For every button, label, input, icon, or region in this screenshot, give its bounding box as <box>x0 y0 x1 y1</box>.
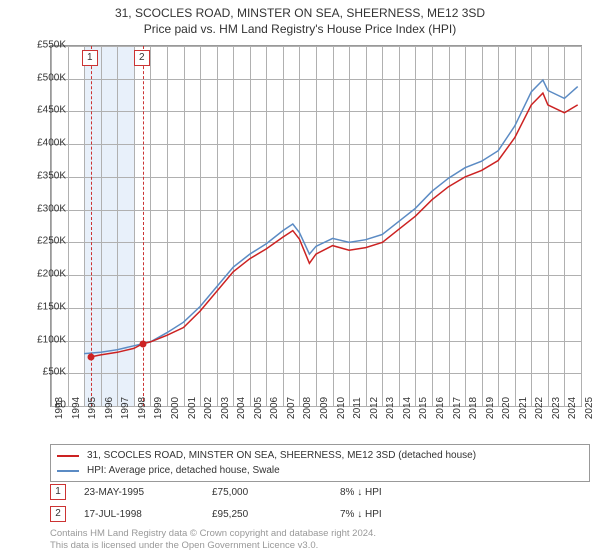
legend-row: 31, SCOCLES ROAD, MINSTER ON SEA, SHEERN… <box>57 448 583 463</box>
legend-label-series1: 31, SCOCLES ROAD, MINSTER ON SEA, SHEERN… <box>87 448 476 463</box>
x-tick-label: 2025 <box>584 397 595 419</box>
legend-swatch-series1 <box>57 455 79 457</box>
sale-delta: 7% ↓ HPI <box>340 509 450 520</box>
x-tick-label: 2001 <box>187 397 198 419</box>
sale-marker-2: 2 <box>50 506 66 522</box>
y-tick-label: £500K <box>22 72 66 83</box>
x-tick-label: 2005 <box>253 397 264 419</box>
x-tick-label: 2017 <box>452 397 463 419</box>
x-tick-label: 2013 <box>385 397 396 419</box>
sale-marker-line <box>143 46 144 406</box>
x-tick-label: 1995 <box>87 397 98 419</box>
x-tick-label: 2000 <box>170 397 181 419</box>
x-tick-label: 1996 <box>104 397 115 419</box>
x-tick-label: 2011 <box>352 397 363 419</box>
chart-title-line2: Price paid vs. HM Land Registry's House … <box>0 22 600 38</box>
x-tick-label: 2018 <box>468 397 479 419</box>
y-tick-label: £150K <box>22 301 66 312</box>
y-tick-label: £350K <box>22 170 66 181</box>
x-tick-label: 2002 <box>203 397 214 419</box>
legend-swatch-series2 <box>57 470 79 472</box>
y-tick-label: £250K <box>22 236 66 247</box>
y-tick-label: £50K <box>22 367 66 378</box>
sale-row: 1 23-MAY-1995 £75,000 8% ↓ HPI <box>50 484 580 500</box>
y-tick-label: £300K <box>22 203 66 214</box>
sale-marker-box: 2 <box>134 50 150 66</box>
y-tick-label: £200K <box>22 269 66 280</box>
x-tick-label: 2003 <box>220 397 231 419</box>
sale-delta: 8% ↓ HPI <box>340 487 450 498</box>
x-tick-label: 2012 <box>369 397 380 419</box>
attribution-line1: Contains HM Land Registry data © Crown c… <box>50 528 580 540</box>
chart-title-line1: 31, SCOCLES ROAD, MINSTER ON SEA, SHEERN… <box>0 6 600 22</box>
x-tick-label: 1998 <box>137 397 148 419</box>
sale-marker-line <box>91 46 92 406</box>
x-tick-label: 2024 <box>567 397 578 419</box>
x-tick-label: 1994 <box>71 397 82 419</box>
x-tick-label: 2004 <box>236 397 247 419</box>
x-tick-label: 2006 <box>269 397 280 419</box>
x-tick-label: 2009 <box>319 397 330 419</box>
gridline-v <box>581 46 582 406</box>
x-tick-label: 1997 <box>120 397 131 419</box>
sale-row: 2 17-JUL-1998 £95,250 7% ↓ HPI <box>50 506 580 522</box>
x-tick-label: 2016 <box>435 397 446 419</box>
y-tick-label: £100K <box>22 334 66 345</box>
x-tick-label: 2019 <box>485 397 496 419</box>
chart-legend: 31, SCOCLES ROAD, MINSTER ON SEA, SHEERN… <box>50 444 590 482</box>
x-tick-label: 1993 <box>54 397 65 419</box>
sale-date: 23-MAY-1995 <box>84 487 194 498</box>
sale-marker-1: 1 <box>50 484 66 500</box>
x-tick-label: 2015 <box>418 397 429 419</box>
x-tick-label: 2021 <box>518 397 529 419</box>
series-line <box>91 93 578 357</box>
x-tick-label: 2023 <box>551 397 562 419</box>
x-tick-label: 2020 <box>501 397 512 419</box>
x-tick-label: 2014 <box>402 397 413 419</box>
sale-marker-box: 1 <box>82 50 98 66</box>
sale-date: 17-JUL-1998 <box>84 509 194 520</box>
sale-dot <box>139 340 146 347</box>
sale-price: £95,250 <box>212 509 322 520</box>
x-tick-label: 2010 <box>336 397 347 419</box>
y-tick-label: £400K <box>22 138 66 149</box>
x-tick-label: 2022 <box>534 397 545 419</box>
legend-row: HPI: Average price, detached house, Swal… <box>57 463 583 478</box>
chart-plot-area <box>50 45 582 407</box>
legend-label-series2: HPI: Average price, detached house, Swal… <box>87 463 280 478</box>
x-tick-label: 2008 <box>302 397 313 419</box>
series-line <box>84 80 578 354</box>
attribution-line2: This data is licensed under the Open Gov… <box>50 540 580 552</box>
x-tick-label: 1999 <box>153 397 164 419</box>
attribution: Contains HM Land Registry data © Crown c… <box>50 528 580 553</box>
y-tick-label: £550K <box>22 40 66 51</box>
chart-lines <box>51 46 581 406</box>
x-tick-label: 2007 <box>286 397 297 419</box>
sale-events: 1 23-MAY-1995 £75,000 8% ↓ HPI 2 17-JUL-… <box>50 484 580 528</box>
sale-price: £75,000 <box>212 487 322 498</box>
y-tick-label: £450K <box>22 105 66 116</box>
sale-dot <box>87 353 94 360</box>
